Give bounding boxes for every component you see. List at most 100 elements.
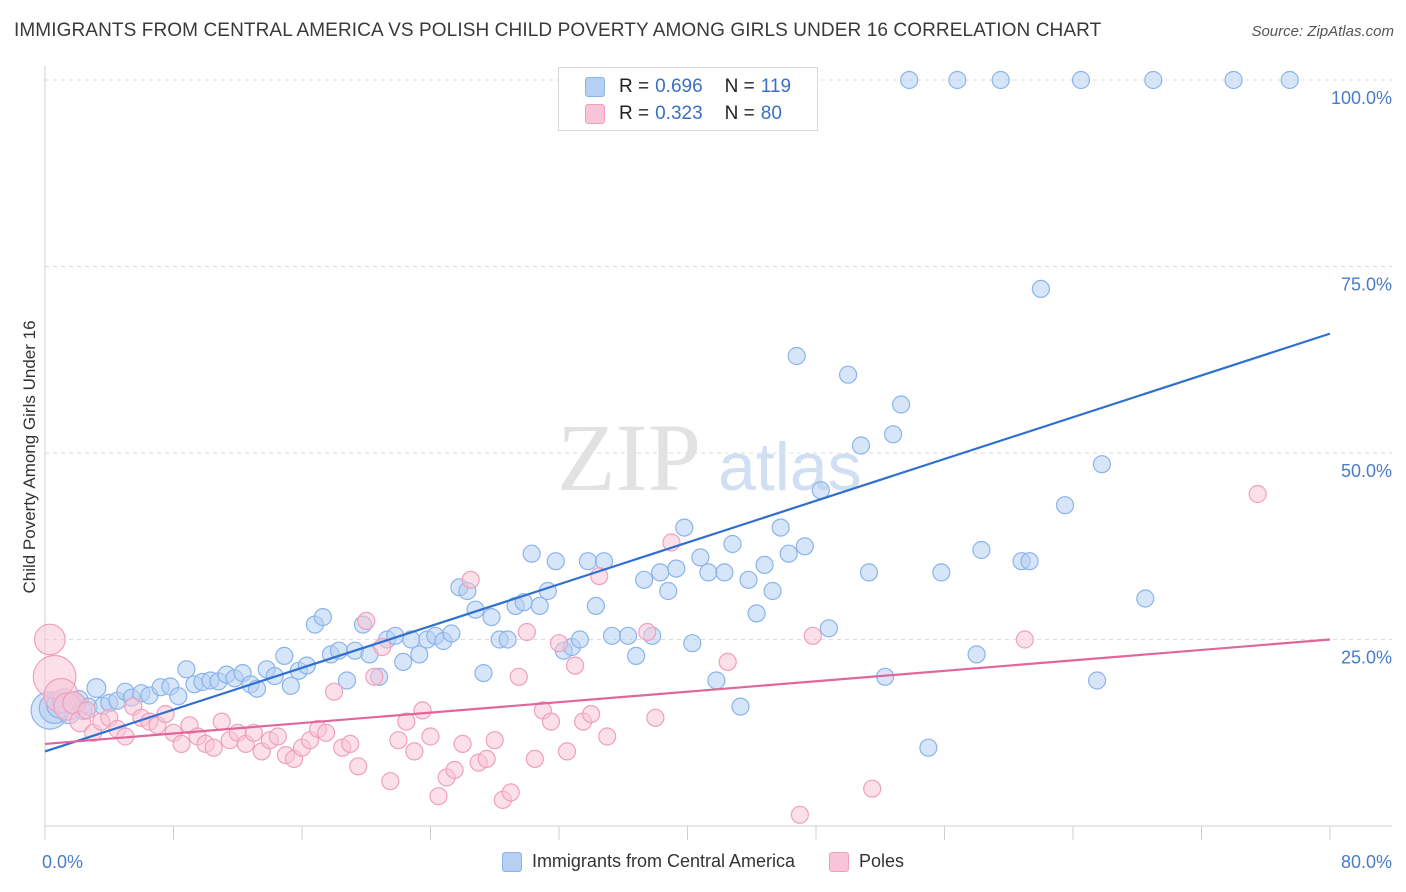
stats-n-value: 119 (760, 76, 792, 97)
data-point-central-america (691, 548, 710, 567)
legend-item-central-america[interactable]: Immigrants from Central America (501, 851, 796, 872)
data-point-central-america (795, 537, 814, 556)
data-point-poles (598, 727, 617, 746)
data-point-central-america (651, 563, 670, 582)
data-point-poles (429, 787, 448, 806)
data-point-central-america (859, 563, 879, 582)
data-point-poles (509, 667, 528, 686)
stats-r-label: R = (619, 103, 650, 124)
data-point-central-america (838, 365, 858, 384)
data-point-central-america (659, 581, 678, 601)
watermark-zip: ZIP (557, 404, 701, 511)
chart-title: IMMIGRANTS FROM CENTRAL AMERICA VS POLIS… (14, 20, 1102, 41)
data-point-poles (638, 622, 657, 642)
data-point-central-america (1031, 279, 1051, 298)
legend-item-poles[interactable]: Poles (829, 851, 904, 872)
data-point-poles (365, 667, 384, 686)
data-point-central-america (991, 70, 1010, 90)
trend-line-central-america (44, 332, 1331, 753)
stats-n-label: N = (724, 103, 755, 124)
data-point-poles (461, 570, 480, 589)
y-tick-labels: 25.0% 50.0% 75.0% 100.0% (1331, 88, 1392, 668)
data-point-central-america (1020, 552, 1039, 571)
data-point-poles (204, 738, 223, 757)
data-point-central-america (313, 607, 332, 627)
stats-row-central-america: R = 0.696 N = 119 (585, 74, 791, 100)
data-point-poles (1015, 630, 1034, 649)
data-point-central-america (1136, 589, 1155, 608)
data-point-central-america (683, 634, 702, 653)
data-point-poles (453, 734, 472, 754)
legend-swatch-central-america (501, 851, 522, 872)
chart-source: Source: ZipAtlas.com (1251, 23, 1394, 40)
data-point-central-america (482, 607, 501, 627)
y-tick-label: 75.0% (1341, 275, 1392, 295)
data-point-poles (212, 712, 231, 731)
data-point-central-america (932, 563, 951, 582)
data-point-central-america (779, 544, 798, 563)
data-point-poles (413, 701, 432, 720)
data-point-central-america (618, 626, 638, 645)
y-tick-label: 50.0% (1341, 461, 1392, 481)
stats-n-label: N = (724, 76, 755, 97)
stats-row-poles: R = 0.323 N = 80 (585, 101, 782, 127)
data-point-central-america (851, 436, 871, 455)
data-point-poles (557, 742, 577, 761)
data-point-central-america (570, 630, 590, 649)
data-point-central-america (1280, 70, 1299, 90)
series-poles-points (32, 484, 1267, 824)
data-point-poles (565, 656, 585, 675)
data-point-central-america (394, 652, 413, 672)
data-point-central-america (771, 518, 790, 537)
y-tick-label: 25.0% (1341, 648, 1392, 668)
trend-lines (44, 332, 1331, 753)
data-point-poles (381, 772, 400, 791)
data-point-central-america (1055, 496, 1075, 515)
data-point-poles (646, 708, 665, 727)
data-point-poles (803, 626, 822, 645)
stats-n-value: 80 (760, 103, 782, 124)
data-point-central-america (169, 687, 188, 706)
y-tick-label: 100.0% (1331, 88, 1392, 108)
data-point-poles (581, 704, 601, 724)
data-point-central-america (891, 395, 911, 414)
data-point-central-america (1224, 70, 1243, 90)
data-point-central-america (731, 697, 750, 716)
data-point-central-america (967, 645, 986, 664)
data-point-poles (501, 783, 520, 802)
data-point-central-america (546, 552, 565, 571)
data-point-poles (77, 701, 96, 720)
stats-legend: R = 0.696 N = 119 R = 0.323 N = 80 (558, 67, 818, 131)
stats-r-label: R = (619, 76, 650, 97)
data-point-central-america (667, 559, 686, 578)
data-point-central-america (586, 596, 606, 616)
data-point-central-america (281, 676, 300, 695)
data-point-poles (244, 723, 263, 742)
data-point-poles (357, 611, 376, 631)
watermark: ZIP atlas (557, 404, 862, 511)
data-point-central-america (337, 671, 357, 690)
legend-label-central-america: Immigrants from Central America (531, 851, 796, 871)
data-point-poles (790, 805, 810, 824)
data-point-central-america (900, 70, 919, 90)
stats-swatch-poles (585, 104, 605, 124)
data-point-central-america (715, 563, 734, 582)
data-point-central-america (498, 630, 517, 649)
data-point-poles (421, 727, 440, 746)
data-point-poles (517, 622, 537, 642)
data-point-central-america (177, 660, 196, 679)
data-point-central-america (1071, 70, 1091, 90)
data-point-central-america (972, 540, 991, 560)
stats-r-value: 0.696 (655, 76, 703, 97)
legend-swatch-poles (829, 851, 850, 872)
data-point-poles (718, 652, 737, 672)
data-point-poles (325, 682, 344, 701)
data-point-poles (172, 734, 191, 754)
data-point-central-america (1144, 70, 1163, 90)
x-tick-label-min: 0.0% (42, 852, 84, 872)
data-point-central-america (626, 646, 646, 666)
data-point-poles (485, 731, 504, 750)
data-point-central-america (1087, 671, 1107, 690)
data-point-central-america (602, 626, 622, 645)
